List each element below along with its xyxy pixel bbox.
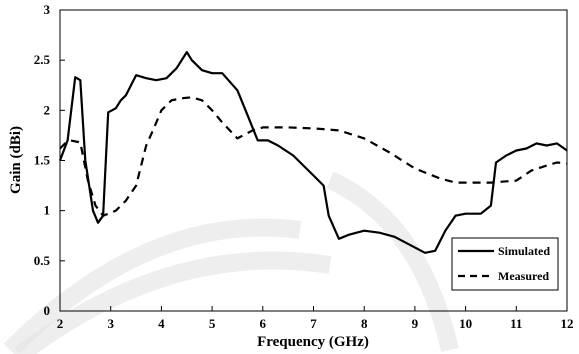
y-tick-label: 2 <box>44 102 51 117</box>
y-tick-label: 3 <box>44 2 51 17</box>
y-tick-label: 1 <box>44 203 51 218</box>
x-tick-label: 11 <box>510 316 522 331</box>
x-tick-label: 8 <box>361 316 368 331</box>
watermark-decoration <box>3 171 459 354</box>
y-tick-label: 0 <box>44 303 51 318</box>
x-tick-label: 10 <box>459 316 472 331</box>
y-tick-label: 0.5 <box>34 253 51 268</box>
legend: Simulated Measured <box>451 237 559 291</box>
x-tick-label: 2 <box>57 316 64 331</box>
legend-label-measured: Measured <box>498 269 549 283</box>
x-axis-label: Frequency (GHz) <box>257 334 369 350</box>
x-tick-label: 6 <box>260 316 267 331</box>
legend-box <box>451 237 559 291</box>
x-tick-label: 4 <box>158 316 165 331</box>
x-tick-label: 5 <box>209 316 216 331</box>
x-axis: 2 3 4 5 6 7 8 9 10 11 12 <box>57 306 574 331</box>
series-layer <box>58 51 568 254</box>
x-tick-label: 12 <box>561 316 574 331</box>
y-axis: 0 0.5 1 1.5 2 2.5 3 <box>34 2 65 318</box>
legend-label-simulated: Simulated <box>498 244 550 258</box>
series-line-simulated <box>58 51 568 254</box>
y-tick-label: 2.5 <box>34 52 51 67</box>
x-tick-label: 9 <box>412 316 419 331</box>
series-line-measured <box>59 96 568 217</box>
x-tick-label: 3 <box>107 316 114 331</box>
x-tick-label: 7 <box>310 316 317 331</box>
y-tick-label: 1.5 <box>34 153 51 168</box>
y-axis-label: Gain (dBi) <box>8 126 24 194</box>
